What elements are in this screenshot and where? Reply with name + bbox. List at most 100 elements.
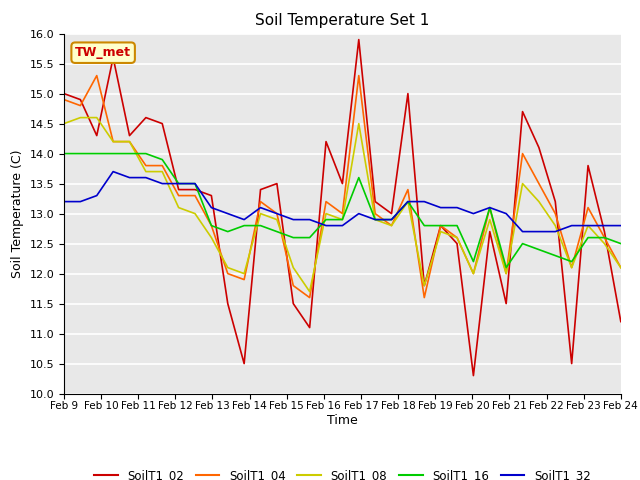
- Line: SoilT1_16: SoilT1_16: [64, 154, 621, 268]
- SoilT1_08: [617, 265, 625, 271]
- SoilT1_08: [371, 217, 379, 223]
- SoilT1_04: [584, 205, 592, 211]
- SoilT1_08: [437, 229, 445, 235]
- SoilT1_02: [470, 373, 477, 379]
- SoilT1_32: [518, 229, 526, 235]
- SoilT1_04: [207, 223, 215, 228]
- SoilT1_04: [600, 235, 608, 240]
- SoilT1_16: [306, 235, 314, 240]
- SoilT1_16: [486, 205, 493, 211]
- SoilT1_04: [306, 295, 314, 300]
- SoilT1_04: [486, 205, 493, 211]
- SoilT1_32: [437, 205, 445, 211]
- SoilT1_08: [93, 115, 100, 120]
- SoilT1_04: [60, 97, 68, 103]
- SoilT1_32: [355, 211, 363, 216]
- SoilT1_04: [93, 73, 100, 79]
- SoilT1_32: [388, 217, 396, 223]
- SoilT1_02: [125, 133, 133, 139]
- SoilT1_02: [289, 300, 297, 307]
- SoilT1_16: [617, 241, 625, 247]
- SoilT1_02: [191, 187, 199, 192]
- SoilT1_32: [420, 199, 428, 204]
- SoilT1_16: [600, 235, 608, 240]
- SoilT1_02: [518, 109, 526, 115]
- SoilT1_02: [306, 325, 314, 331]
- SoilT1_32: [257, 205, 264, 211]
- SoilT1_16: [289, 235, 297, 240]
- SoilT1_16: [568, 259, 575, 264]
- SoilT1_16: [207, 223, 215, 228]
- SoilT1_02: [584, 163, 592, 168]
- SoilT1_04: [568, 265, 575, 271]
- SoilT1_08: [339, 217, 346, 223]
- SoilT1_32: [93, 193, 100, 199]
- SoilT1_16: [518, 241, 526, 247]
- SoilT1_16: [437, 223, 445, 228]
- SoilT1_04: [240, 276, 248, 282]
- SoilT1_02: [388, 211, 396, 216]
- SoilT1_02: [273, 181, 281, 187]
- SoilT1_02: [109, 55, 117, 60]
- SoilT1_08: [584, 223, 592, 228]
- SoilT1_32: [306, 217, 314, 223]
- SoilT1_04: [175, 193, 182, 199]
- SoilT1_32: [535, 229, 543, 235]
- SoilT1_02: [60, 91, 68, 96]
- SoilT1_04: [322, 199, 330, 204]
- SoilT1_02: [552, 199, 559, 204]
- SoilT1_02: [617, 319, 625, 324]
- SoilT1_16: [420, 223, 428, 228]
- SoilT1_16: [175, 181, 182, 187]
- SoilT1_08: [125, 139, 133, 144]
- SoilT1_16: [224, 229, 232, 235]
- SoilT1_04: [339, 211, 346, 216]
- SoilT1_02: [224, 300, 232, 307]
- SoilT1_08: [420, 283, 428, 288]
- SoilT1_08: [273, 217, 281, 223]
- SoilT1_08: [502, 271, 510, 276]
- SoilT1_04: [109, 139, 117, 144]
- SoilT1_32: [552, 229, 559, 235]
- SoilT1_04: [404, 187, 412, 192]
- SoilT1_08: [518, 181, 526, 187]
- X-axis label: Time: Time: [327, 414, 358, 427]
- SoilT1_16: [125, 151, 133, 156]
- SoilT1_32: [584, 223, 592, 228]
- SoilT1_08: [453, 235, 461, 240]
- SoilT1_16: [322, 217, 330, 223]
- SoilT1_04: [159, 163, 166, 168]
- SoilT1_32: [453, 205, 461, 211]
- Legend: SoilT1_02, SoilT1_04, SoilT1_08, SoilT1_16, SoilT1_32: SoilT1_02, SoilT1_04, SoilT1_08, SoilT1_…: [90, 464, 595, 480]
- SoilT1_16: [584, 235, 592, 240]
- SoilT1_16: [404, 199, 412, 204]
- SoilT1_02: [322, 139, 330, 144]
- SoilT1_32: [486, 205, 493, 211]
- SoilT1_08: [535, 199, 543, 204]
- SoilT1_08: [568, 265, 575, 271]
- SoilT1_16: [470, 259, 477, 264]
- SoilT1_32: [240, 217, 248, 223]
- SoilT1_32: [470, 211, 477, 216]
- SoilT1_32: [404, 199, 412, 204]
- SoilT1_08: [486, 217, 493, 223]
- SoilT1_08: [224, 265, 232, 271]
- SoilT1_02: [77, 97, 84, 103]
- SoilT1_04: [502, 271, 510, 276]
- SoilT1_04: [453, 235, 461, 240]
- SoilT1_16: [257, 223, 264, 228]
- SoilT1_08: [470, 271, 477, 276]
- SoilT1_04: [518, 151, 526, 156]
- SoilT1_32: [159, 181, 166, 187]
- SoilT1_02: [420, 283, 428, 288]
- SoilT1_02: [453, 241, 461, 247]
- Title: Soil Temperature Set 1: Soil Temperature Set 1: [255, 13, 429, 28]
- SoilT1_04: [191, 193, 199, 199]
- SoilT1_16: [453, 223, 461, 228]
- SoilT1_02: [568, 361, 575, 367]
- SoilT1_02: [600, 229, 608, 235]
- SoilT1_32: [60, 199, 68, 204]
- SoilT1_04: [470, 271, 477, 276]
- SoilT1_02: [159, 121, 166, 127]
- SoilT1_08: [191, 211, 199, 216]
